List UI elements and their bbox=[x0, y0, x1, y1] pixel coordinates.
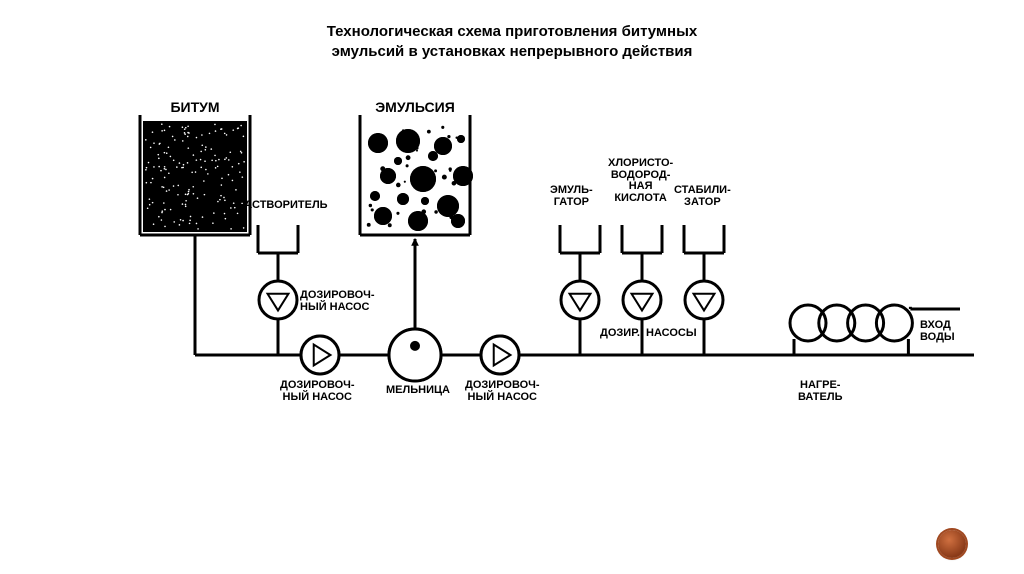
label-dos-pump-solvent: ДОЗИРОВОЧ- НЫЙ НАСОС bbox=[300, 290, 375, 313]
label-dos-pump-right: ДОЗИРОВОЧ- НЫЙ НАСОС bbox=[465, 380, 540, 403]
label-water-in: ВХОД ВОДЫ bbox=[920, 320, 955, 343]
label-heater: НАГРЕ- ВАТЕЛЬ bbox=[798, 380, 842, 403]
label-dos-pump-left: ДОЗИРОВОЧ- НЫЙ НАСОС bbox=[280, 380, 355, 403]
label-emulsion: ЭМУЛЬСИЯ bbox=[360, 100, 470, 115]
label-emulsifier: ЭМУЛЬ- ГАТОР bbox=[550, 185, 593, 208]
label-bitumen: БИТУМ bbox=[140, 100, 250, 115]
label-solvent: РАСТВОРИТЕЛЬ bbox=[238, 200, 328, 212]
diagram-canvas bbox=[0, 0, 1024, 574]
label-acid: ХЛОРИСТО- ВОДОРОД- НАЯ КИСЛОТА bbox=[608, 158, 673, 204]
label-dos-pumps-small: ДОЗИР. НАСОСЫ bbox=[600, 328, 697, 340]
label-stabilizer: СТАБИЛИ- ЗАТОР bbox=[674, 185, 731, 208]
label-mill: МЕЛЬНИЦА bbox=[386, 385, 450, 397]
slide-badge-icon bbox=[938, 530, 966, 558]
